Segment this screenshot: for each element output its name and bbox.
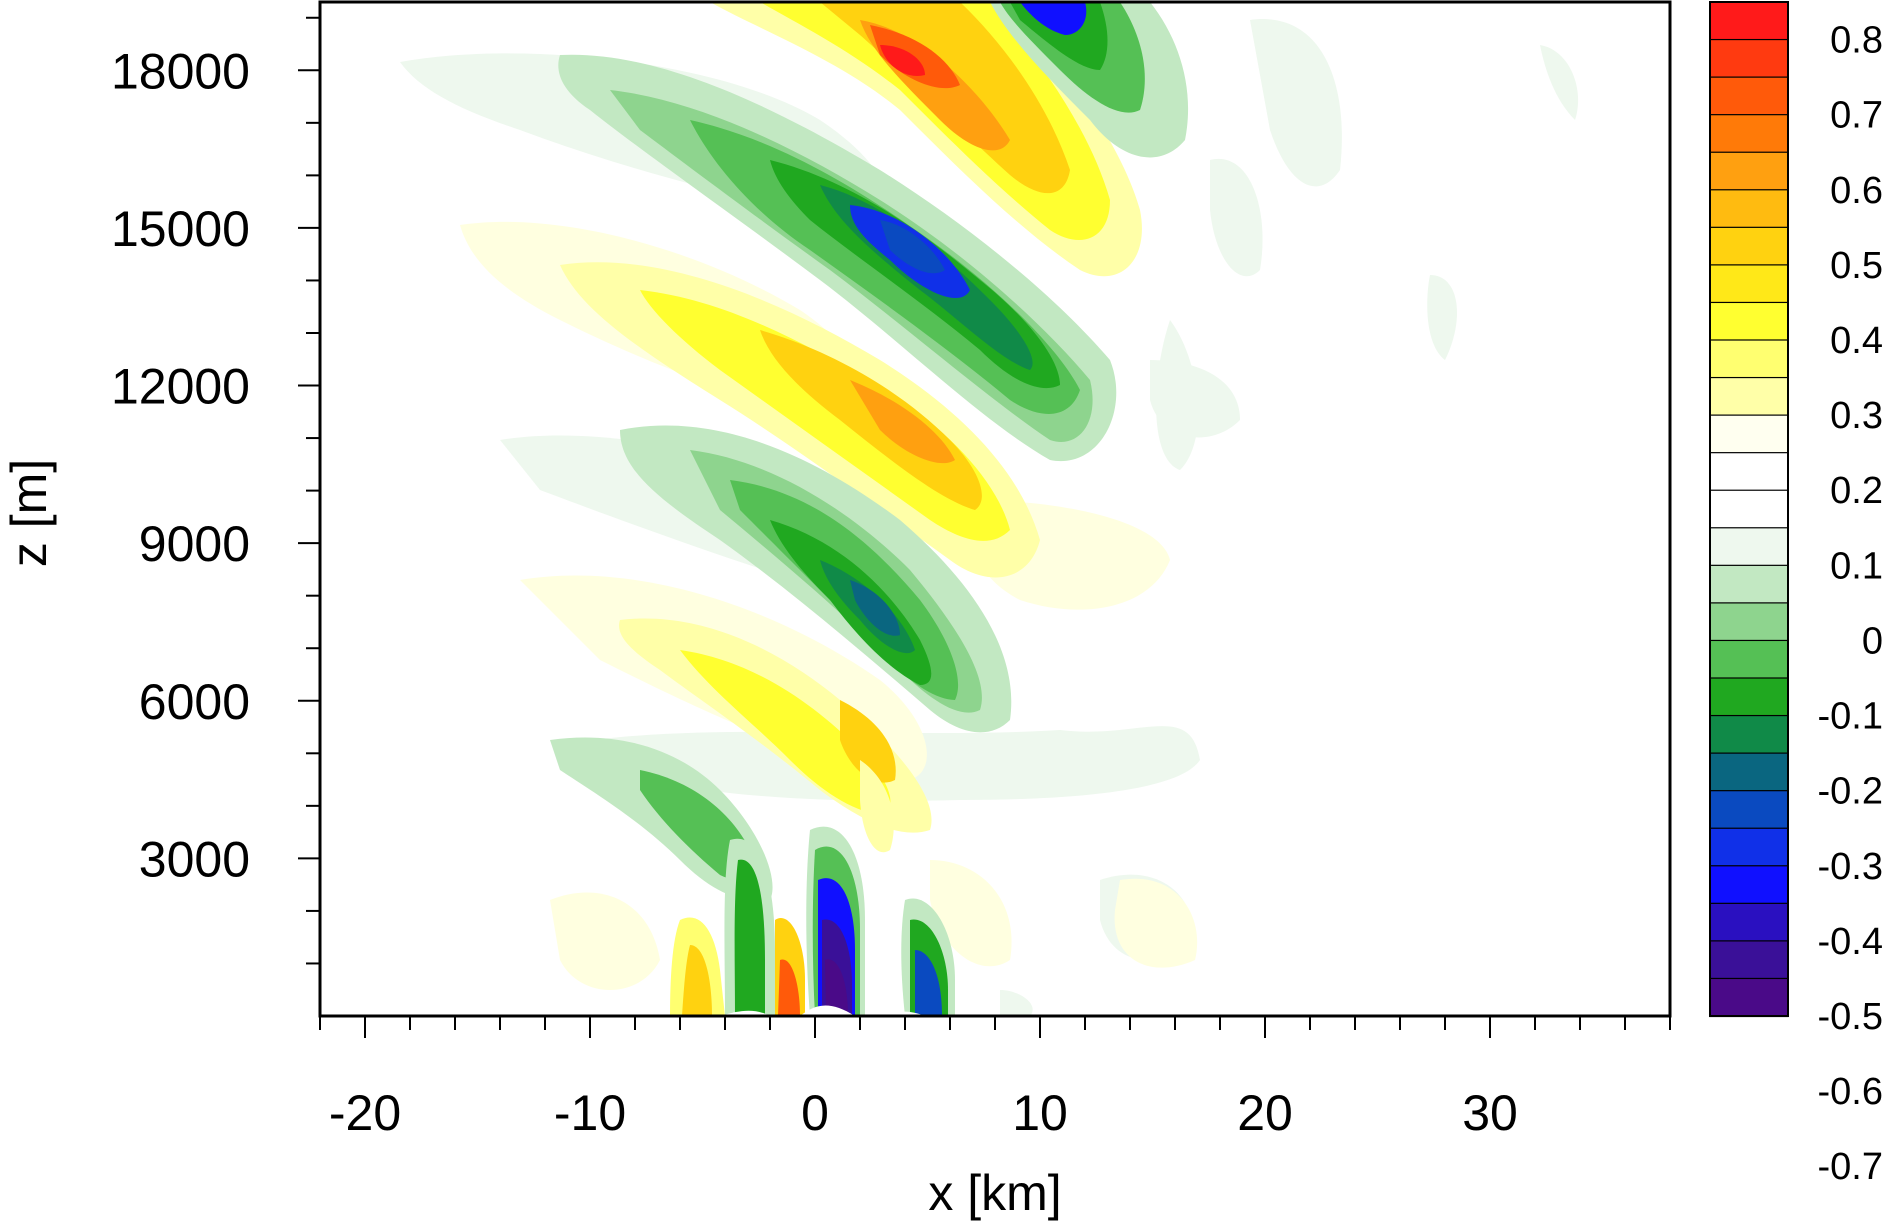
x-tick-label: -20 — [329, 1085, 401, 1141]
colorbar-swatch — [1709, 902, 1789, 942]
x-tick-label: 30 — [1462, 1085, 1518, 1141]
colorbar-swatch — [1709, 865, 1789, 905]
y-axis-title: z [m] — [1, 459, 57, 567]
colorbar-swatch — [1709, 264, 1789, 304]
colorbar-frame — [1709, 1, 1789, 1017]
colorbar-swatch — [1709, 452, 1789, 492]
colorbar-swatch — [1709, 489, 1789, 529]
wave-band-positive-lower — [619, 618, 932, 833]
wave-band-positive-upper — [710, 2, 1142, 277]
colorbar-label: 0.1 — [1830, 545, 1883, 587]
colorbar-label: -0.4 — [1818, 921, 1883, 963]
y-tick-label: 18000 — [111, 43, 250, 99]
colorbar-swatch — [1709, 752, 1789, 792]
x-axis: -20 -10 0 10 20 30 — [319, 1016, 1671, 1141]
colorbar-label: -0.3 — [1818, 846, 1883, 888]
x-tick-label: 0 — [801, 1085, 829, 1141]
colorbar-swatch — [1709, 790, 1789, 830]
colorbar-label: -0.2 — [1818, 771, 1883, 813]
colorbar-label: -0.7 — [1818, 1146, 1883, 1188]
colorbar-swatch — [1709, 38, 1789, 79]
colorbar-swatch — [1709, 940, 1789, 980]
x-tick-label: -10 — [554, 1085, 626, 1141]
colorbar-label: -0.5 — [1818, 996, 1883, 1038]
colorbar-swatch — [1709, 1, 1789, 41]
wave-band-negative-lower — [550, 737, 773, 901]
contour-field — [320, 2, 1670, 1016]
colorbar-swatch — [1709, 827, 1789, 867]
wave-band-negative-upper — [558, 54, 1117, 462]
near-surface-cells — [670, 760, 955, 1016]
x-tick-label: 20 — [1237, 1085, 1293, 1141]
colorbar-swatch — [1709, 714, 1789, 755]
colorbar-swatch — [1709, 76, 1789, 116]
wave-band-negative-middle — [620, 425, 1012, 733]
y-tick-label: 9000 — [139, 516, 250, 572]
colorbar-label: 0.8 — [1830, 20, 1883, 62]
y-tick-label: 15000 — [111, 201, 250, 257]
colorbar-label: 0.6 — [1830, 170, 1883, 212]
colorbar-swatch — [1709, 639, 1789, 680]
colorbar-swatch — [1709, 114, 1789, 154]
x-tick-label: 10 — [1012, 1085, 1068, 1141]
colorbar-swatch — [1709, 189, 1789, 229]
y-axis: 3000 6000 9000 12000 15000 18000 — [111, 16, 320, 965]
colorbar-swatch — [1709, 376, 1789, 417]
colorbar-label: 0.7 — [1830, 95, 1883, 137]
colorbar-swatch — [1709, 564, 1789, 604]
colorbar: 0.8 0.7 0.6 0.5 0.4 0.3 0.2 0.1 0 -0.1 -0.2 -0.3 -0.… — [1709, 1, 1883, 1225]
colorbar-label: 0 — [1862, 620, 1883, 662]
x-axis-title: x [km] — [928, 1165, 1061, 1221]
colorbar-swatch — [1709, 527, 1789, 567]
colorbar-swatch — [1709, 151, 1789, 191]
colorbar-swatch — [1709, 677, 1789, 717]
colorbar-label: -0.1 — [1818, 696, 1883, 738]
colorbar-swatch — [1709, 602, 1789, 642]
colorbar-label: -0.8 — [1818, 1221, 1883, 1225]
y-tick-label: 6000 — [139, 674, 250, 730]
colorbar-swatch — [1709, 339, 1789, 379]
colorbar-label: 0.4 — [1830, 320, 1883, 362]
y-tick-label: 3000 — [139, 831, 250, 887]
wave-band-positive-middle — [560, 262, 1040, 578]
colorbar-label: -0.6 — [1818, 1071, 1883, 1113]
colorbar-swatch — [1709, 977, 1789, 1018]
colorbar-label: 0.5 — [1830, 245, 1883, 287]
y-tick-label: 12000 — [111, 359, 250, 415]
colorbar-swatch — [1709, 414, 1789, 454]
wave-band-negative-top-right — [990, 2, 1189, 158]
colorbar-label: 0.3 — [1830, 395, 1883, 437]
colorbar-swatch — [1709, 301, 1789, 342]
colorbar-swatch — [1709, 226, 1789, 266]
colorbar-label: 0.2 — [1830, 470, 1883, 512]
